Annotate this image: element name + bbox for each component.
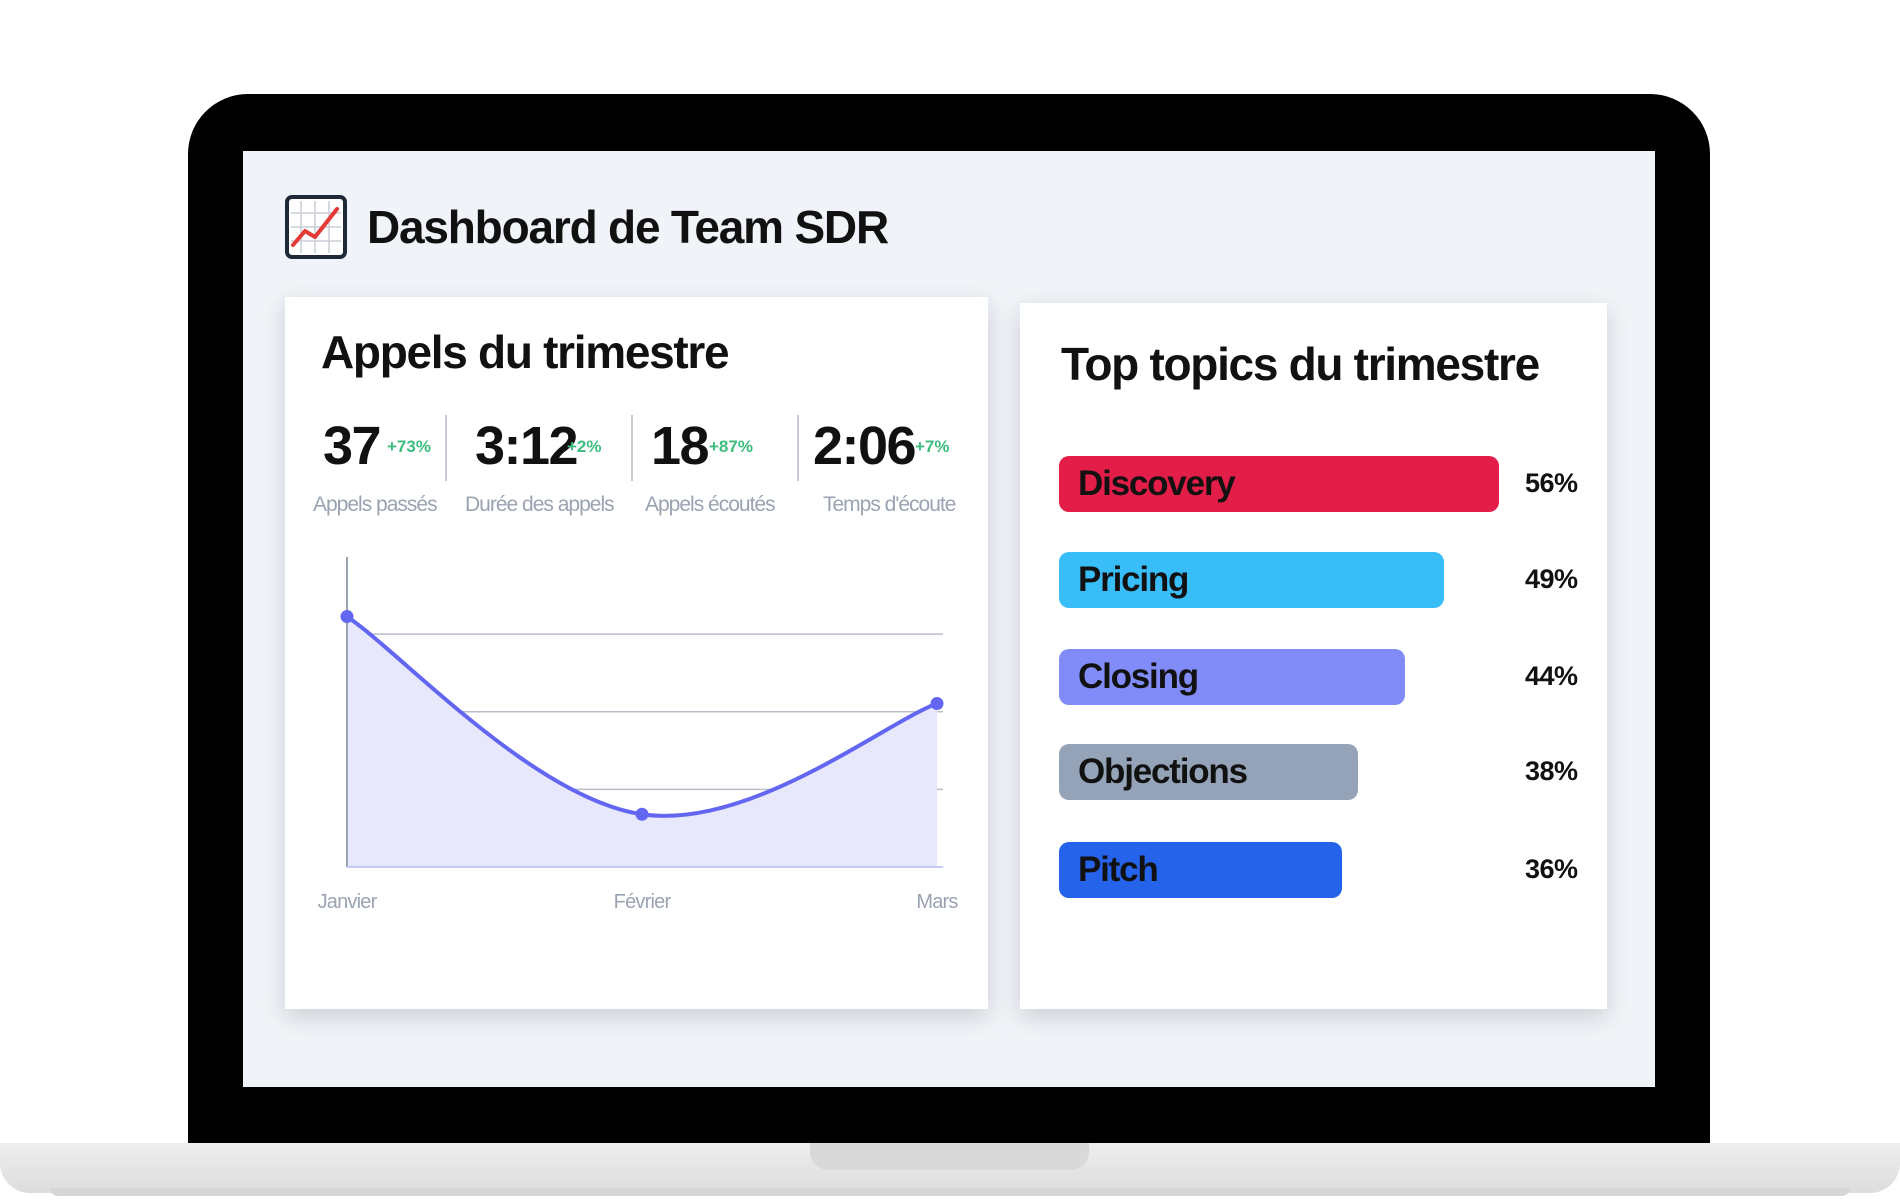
topic-bar xyxy=(1059,456,1499,512)
stat-value: 18 xyxy=(651,416,710,476)
stat-call-duration: 3:12 +2% Durée des appels xyxy=(447,415,632,516)
stat-value: 2:06 xyxy=(813,416,917,476)
stat-divider xyxy=(445,415,447,481)
stat-label: Durée des appels xyxy=(465,493,615,516)
chart-point xyxy=(930,697,944,711)
topic-row-closing: Closing 44% xyxy=(1020,649,1607,707)
stat-value: 3:12 xyxy=(475,416,579,476)
laptop-screen: Dashboard de Team SDR Appels du trimestr… xyxy=(243,151,1655,1087)
topic-row-discovery: Discovery 56% xyxy=(1020,456,1607,514)
topic-row-objections: Objections 38% xyxy=(1020,744,1607,802)
topic-bar xyxy=(1059,649,1405,705)
chart-point xyxy=(340,610,354,624)
topic-bar xyxy=(1059,552,1444,608)
chart-axes xyxy=(346,557,943,868)
stat-calls-made: 37 +73% Appels passés xyxy=(285,415,445,516)
stat-calls-listened: 18 +87% Appels écoutés xyxy=(633,415,798,516)
topic-value: 36% xyxy=(1525,854,1578,884)
topic-value: 38% xyxy=(1525,756,1578,786)
stat-divider xyxy=(797,415,799,481)
stat-label: Temps d'écoute xyxy=(823,493,956,516)
stat-divider xyxy=(631,415,633,481)
chart-x-tick-label: Janvier xyxy=(318,891,378,913)
topics-card-title: Top topics du trimestre xyxy=(1061,338,1540,390)
stat-delta: +7% xyxy=(915,437,950,456)
stats-row: 37 +73% Appels passés 3:12 +2% Durée des… xyxy=(285,415,988,516)
calls-card: Appels du trimestre 37 +73% Appels passé… xyxy=(285,297,988,1009)
laptop-notch xyxy=(810,1143,1089,1170)
chart-increasing-icon xyxy=(285,195,347,259)
topic-row-pitch: Pitch 36% xyxy=(1020,842,1607,900)
stat-value: 37 xyxy=(323,416,382,476)
topics-bar-chart: Discovery 56% Pricing 49% Closing 44% Ob… xyxy=(1020,303,1607,1009)
topic-label: Closing xyxy=(1078,657,1199,696)
chart-x-labels: Janvier Février Mars xyxy=(318,891,960,913)
stat-listen-time: 2:06 +7% Temps d'écoute xyxy=(799,415,988,516)
chart-points xyxy=(340,610,944,821)
topic-bar xyxy=(1059,744,1358,800)
topic-row-pricing: Pricing 49% xyxy=(1020,552,1607,610)
stat-delta: +87% xyxy=(709,437,753,456)
laptop-base-shadow xyxy=(50,1188,1850,1196)
stat-label: Appels passés xyxy=(313,493,438,516)
topic-value: 56% xyxy=(1525,468,1578,498)
chart-point xyxy=(635,807,649,821)
stat-delta: +2% xyxy=(567,437,602,456)
calls-card-title: Appels du trimestre xyxy=(321,326,730,378)
topic-label: Discovery xyxy=(1078,464,1236,503)
chart-area-fill xyxy=(347,616,937,867)
topic-value: 49% xyxy=(1525,564,1578,594)
calls-area-chart: Janvier Février Mars xyxy=(318,557,960,913)
chart-x-tick-label: Février xyxy=(614,891,672,913)
topic-bar xyxy=(1059,842,1342,898)
topic-label: Objections xyxy=(1078,752,1248,791)
topics-card: Top topics du trimestre Discovery 56% Pr… xyxy=(1020,303,1607,1009)
topic-label: Pricing xyxy=(1078,560,1189,599)
stat-delta: +73% xyxy=(387,437,431,456)
topic-value: 44% xyxy=(1525,661,1578,691)
chart-x-tick-label: Mars xyxy=(916,891,958,913)
page-title: Dashboard de Team SDR xyxy=(367,201,889,253)
topic-label: Pitch xyxy=(1078,850,1159,889)
stat-label: Appels écoutés xyxy=(645,493,776,516)
page-header: Dashboard de Team SDR xyxy=(285,195,889,259)
